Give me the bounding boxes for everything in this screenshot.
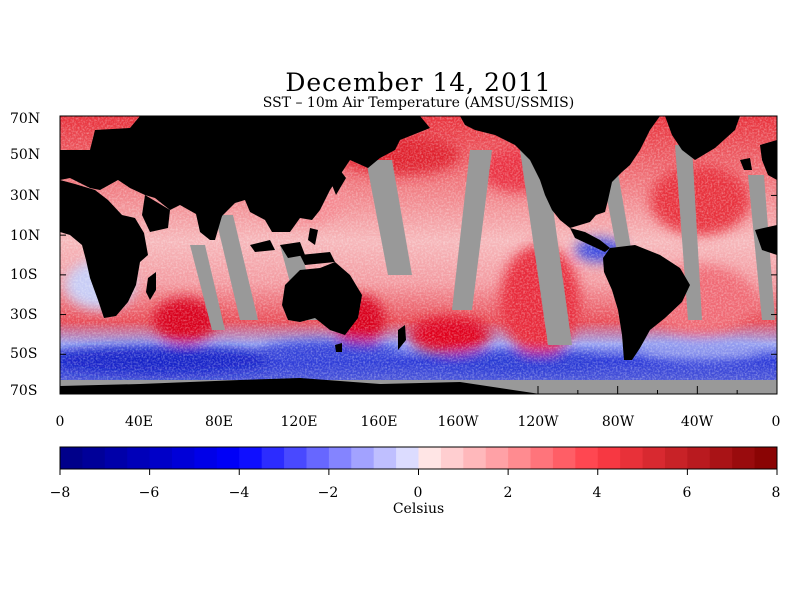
lon-label-80w: 80W	[601, 414, 635, 430]
land-greenland	[665, 116, 740, 160]
land-north-america	[460, 116, 660, 228]
land-masses	[60, 116, 777, 394]
colorbar-swatch	[172, 447, 195, 469]
lon-label-160e: 160E	[360, 414, 398, 430]
colorbar-swatch	[396, 447, 419, 469]
colorbar-label-0: 0	[413, 485, 423, 501]
lat-label-70s: 70S	[10, 383, 38, 399]
colorbar-swatch	[82, 447, 106, 469]
colorbar-swatch	[575, 447, 599, 469]
colorbar-swatch	[642, 447, 666, 469]
colorbar-swatch	[216, 447, 240, 469]
colorbar-swatch	[709, 447, 733, 469]
colorbar-swatch	[306, 447, 330, 469]
land-eurasia	[60, 116, 430, 240]
lon-label-0-end: 0	[771, 414, 781, 430]
longitude-ticks	[59, 386, 778, 394]
colorbar-swatch	[261, 447, 285, 469]
colorbar-label-6: 6	[682, 485, 692, 501]
colorbar-swatch	[754, 447, 778, 469]
lon-label-120w: 120W	[517, 414, 559, 430]
colorbar-label-m6: −6	[138, 485, 160, 501]
lat-label-30n: 30N	[10, 188, 41, 204]
colorbar-label-m8: −8	[49, 485, 71, 501]
latitude-ticks	[60, 115, 777, 395]
lat-label-10s: 10S	[10, 267, 38, 283]
colorbar-swatch	[373, 447, 397, 469]
colorbar-swatch	[508, 447, 532, 469]
lon-label-160w: 160W	[437, 414, 479, 430]
colorbar	[60, 447, 778, 469]
map-title: December 14, 2011	[285, 68, 552, 97]
colorbar-swatch	[485, 447, 509, 469]
colorbar-swatch	[418, 447, 442, 469]
colorbar-swatch	[463, 447, 487, 469]
land-south-america	[603, 245, 690, 360]
colorbar-swatch	[328, 447, 352, 469]
land-africa	[60, 180, 148, 318]
lon-label-80e: 80E	[204, 414, 234, 430]
lat-label-50s: 50S	[10, 346, 38, 362]
colorbar-label-8: 8	[771, 485, 781, 501]
lon-label-40w: 40W	[680, 414, 714, 430]
colorbar-label-2: 2	[503, 485, 513, 501]
land-australia	[282, 262, 362, 335]
colorbar-swatch	[664, 447, 688, 469]
colorbar-swatch	[60, 447, 83, 469]
colorbar-swatch	[530, 447, 554, 469]
land-madagascar	[146, 272, 156, 300]
colorbar-swatch	[351, 447, 375, 469]
colorbar-swatch	[194, 447, 218, 469]
colorbar-label-4: 4	[592, 485, 602, 501]
colorbar-swatch	[687, 447, 711, 469]
colorbar-swatch	[284, 447, 307, 469]
map-subtitle: SST – 10m Air Temperature (AMSU/SSMIS)	[262, 95, 575, 111]
colorbar-swatch	[440, 447, 464, 469]
colorbar-unit-label: Celsius	[392, 501, 445, 517]
colorbar-swatch	[104, 447, 128, 469]
lat-label-10n: 10N	[10, 228, 41, 244]
colorbar-swatch	[732, 447, 756, 469]
lon-label-40e: 40E	[124, 414, 154, 430]
lon-label-120e: 120E	[280, 414, 318, 430]
colorbar-swatch	[149, 447, 173, 469]
lat-label-30s: 30S	[10, 307, 38, 323]
colorbar-swatch	[552, 447, 576, 469]
colorbar-label-m2: −2	[317, 485, 339, 501]
colorbar-swatch	[620, 447, 644, 469]
lon-label-0: 0	[55, 414, 65, 430]
colorbar-swatch	[127, 447, 151, 469]
colorbar-swatch	[597, 447, 621, 469]
colorbar-label-m4: −4	[228, 485, 250, 501]
colorbar-ticks	[59, 469, 778, 475]
lat-label-50n: 50N	[10, 147, 41, 163]
colorbar-swatch	[239, 447, 263, 469]
lat-label-70n: 70N	[10, 111, 41, 127]
